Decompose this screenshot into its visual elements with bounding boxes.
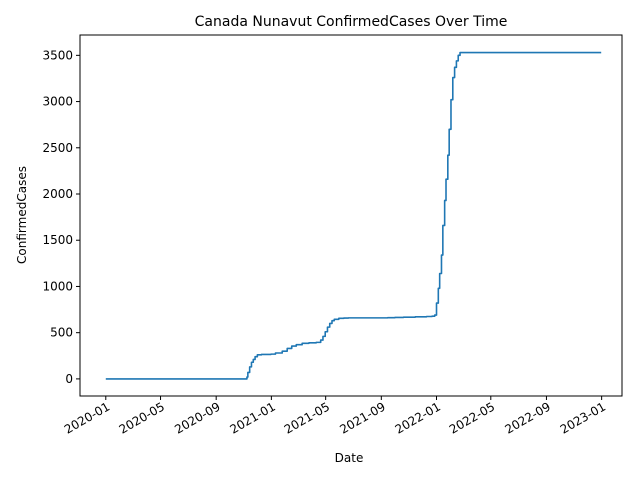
series-line xyxy=(105,51,602,380)
y-tick-label: 0 xyxy=(65,372,73,386)
y-tick-label: 1500 xyxy=(42,233,73,247)
x-axis-ticks: 2020-01 2020-05 2020-09 2021-01 2021-05 2021-… xyxy=(62,396,608,437)
x-tick-label: 2021-01 xyxy=(227,399,277,436)
chart-title: Canada Nunavut ConfirmedCases Over Time xyxy=(195,14,508,30)
x-tick-label: 2021-09 xyxy=(337,399,387,436)
y-tick-label: 500 xyxy=(50,326,73,340)
x-tick-label: 2022-01 xyxy=(393,399,443,436)
x-tick-label: 2023-01 xyxy=(558,399,608,436)
x-tick-label: 2022-09 xyxy=(503,399,553,436)
y-tick-label: 1000 xyxy=(42,279,73,293)
y-axis-title: ConfirmedCases xyxy=(15,166,29,264)
y-tick-label: 2500 xyxy=(42,141,73,155)
x-tick-label: 2020-01 xyxy=(62,399,112,436)
y-axis-ticks: 0 500 1000 1500 2000 2500 3000 3500 xyxy=(42,48,80,386)
x-tick-label: 2020-05 xyxy=(117,399,167,436)
y-tick-label: 3000 xyxy=(42,95,73,109)
x-tick-label: 2020-09 xyxy=(172,399,222,436)
x-tick-label: 2021-05 xyxy=(282,399,332,436)
y-tick-label: 2000 xyxy=(42,187,73,201)
plot-frame xyxy=(79,34,623,397)
x-tick-label: 2022-05 xyxy=(447,399,497,436)
y-tick-label: 3500 xyxy=(42,48,73,62)
x-axis-title: Date xyxy=(335,451,364,465)
